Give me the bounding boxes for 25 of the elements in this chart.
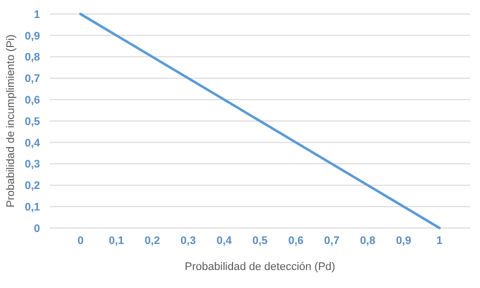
x-tick-label: 0,5	[252, 235, 268, 247]
x-tick-label: 0,6	[288, 235, 304, 247]
y-tick-label: 0,8	[24, 52, 40, 64]
y-tick-label: 0,7	[24, 73, 40, 86]
y-tick-label: 0,6	[24, 94, 40, 106]
y-axis-title: Probabilidad de incumplimiento (Pi)	[5, 34, 17, 208]
y-tick-label: 0,4	[24, 137, 41, 150]
y-tick-label: 0,9	[24, 30, 40, 42]
y-tick-label: 0,2	[24, 180, 40, 192]
y-tick-label: 0,3	[24, 158, 40, 171]
y-tick-label: 0,1	[24, 201, 40, 214]
x-tick-label: 0,4	[216, 235, 233, 247]
x-tick-label: 0	[77, 235, 84, 247]
x-tick-label: 0,8	[360, 235, 376, 247]
x-tick-label: 0,2	[144, 235, 160, 247]
line-series	[79, 12, 441, 230]
x-axis-title: Probabilidad de detección (Pd)	[184, 261, 336, 273]
x-tick-label: 0,3	[180, 235, 196, 247]
x-tick-label: 0,1	[108, 235, 124, 247]
x-tick-label: 0,7	[324, 235, 340, 247]
y-tick-label: 0	[34, 222, 40, 235]
x-tick-label: 1	[436, 235, 443, 247]
y-tick-label: 0,5	[24, 116, 40, 128]
y-tick-label: 1	[34, 8, 40, 21]
x-tick-label: 0,9	[396, 235, 412, 247]
